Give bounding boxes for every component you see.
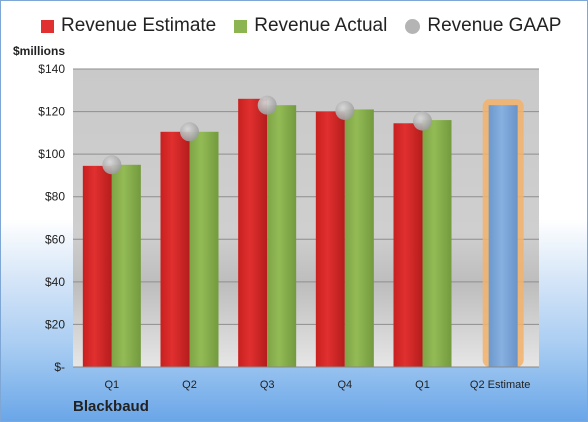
gaap-marker — [335, 101, 355, 121]
y-tick-label: $- — [54, 360, 65, 374]
legend-item-actual: Revenue Actual — [234, 15, 387, 37]
plot-background — [73, 69, 539, 367]
x-tick-label: Q2 — [182, 379, 197, 391]
legend-label-gaap: Revenue GAAP — [427, 15, 562, 36]
y-axis-unit-label: $millions — [13, 44, 66, 58]
gridlines — [73, 68, 539, 325]
legend-label-actual: Revenue Actual — [254, 15, 388, 36]
x-tick-label: Q4 — [337, 379, 352, 391]
legend-label-estimate: Revenue Estimate — [61, 15, 217, 36]
gaap-marker — [180, 122, 199, 142]
y-axis-ticks: $- $20 $40 $60 $80 $100 $120 $140 — [38, 62, 65, 374]
bar-estimate — [393, 123, 423, 368]
bar-actual — [344, 109, 374, 367]
x-tick-label: Q1 — [104, 379, 119, 391]
gaap-markers — [102, 95, 432, 175]
bar-actual — [422, 120, 452, 367]
bar-actual — [189, 131, 219, 367]
y-tick-label: $20 — [45, 317, 65, 331]
gaap-marker — [102, 155, 122, 175]
bar-estimate — [238, 98, 268, 368]
y-tick-label: $140 — [38, 62, 65, 76]
bar-estimate — [160, 131, 190, 367]
bar-actual — [111, 164, 141, 367]
legend-swatch-gaap — [405, 18, 421, 34]
bar-estimate — [488, 105, 518, 367]
x-axis-ticks: Q1 Q2 Q3 Q4 Q1 Q2 Estimate — [104, 379, 530, 391]
x-tick-label: Q2 Estimate — [470, 379, 531, 391]
x-tick-label: Q3 — [260, 379, 275, 391]
y-tick-label: $80 — [45, 190, 65, 204]
y-tick-label: $40 — [45, 275, 65, 289]
gaap-marker — [257, 95, 277, 115]
bars — [82, 98, 524, 368]
legend-swatch-actual — [234, 19, 248, 33]
x-tick-label: Q1 — [415, 379, 430, 391]
y-tick-label: $60 — [45, 232, 65, 246]
gaap-marker — [413, 111, 432, 131]
company-name: Blackbaud — [73, 398, 149, 415]
legend-swatch-estimate — [41, 19, 54, 33]
y-tick-label: $100 — [38, 147, 65, 161]
legend: Revenue Estimate Revenue Actual Revenue … — [41, 15, 561, 37]
legend-item-gaap: Revenue GAAP — [405, 15, 561, 37]
legend-item-estimate: Revenue Estimate — [41, 15, 216, 37]
bar-estimate — [315, 111, 345, 367]
y-tick-label: $120 — [38, 105, 65, 119]
bar-estimate — [82, 165, 112, 367]
bar-actual — [267, 105, 297, 367]
